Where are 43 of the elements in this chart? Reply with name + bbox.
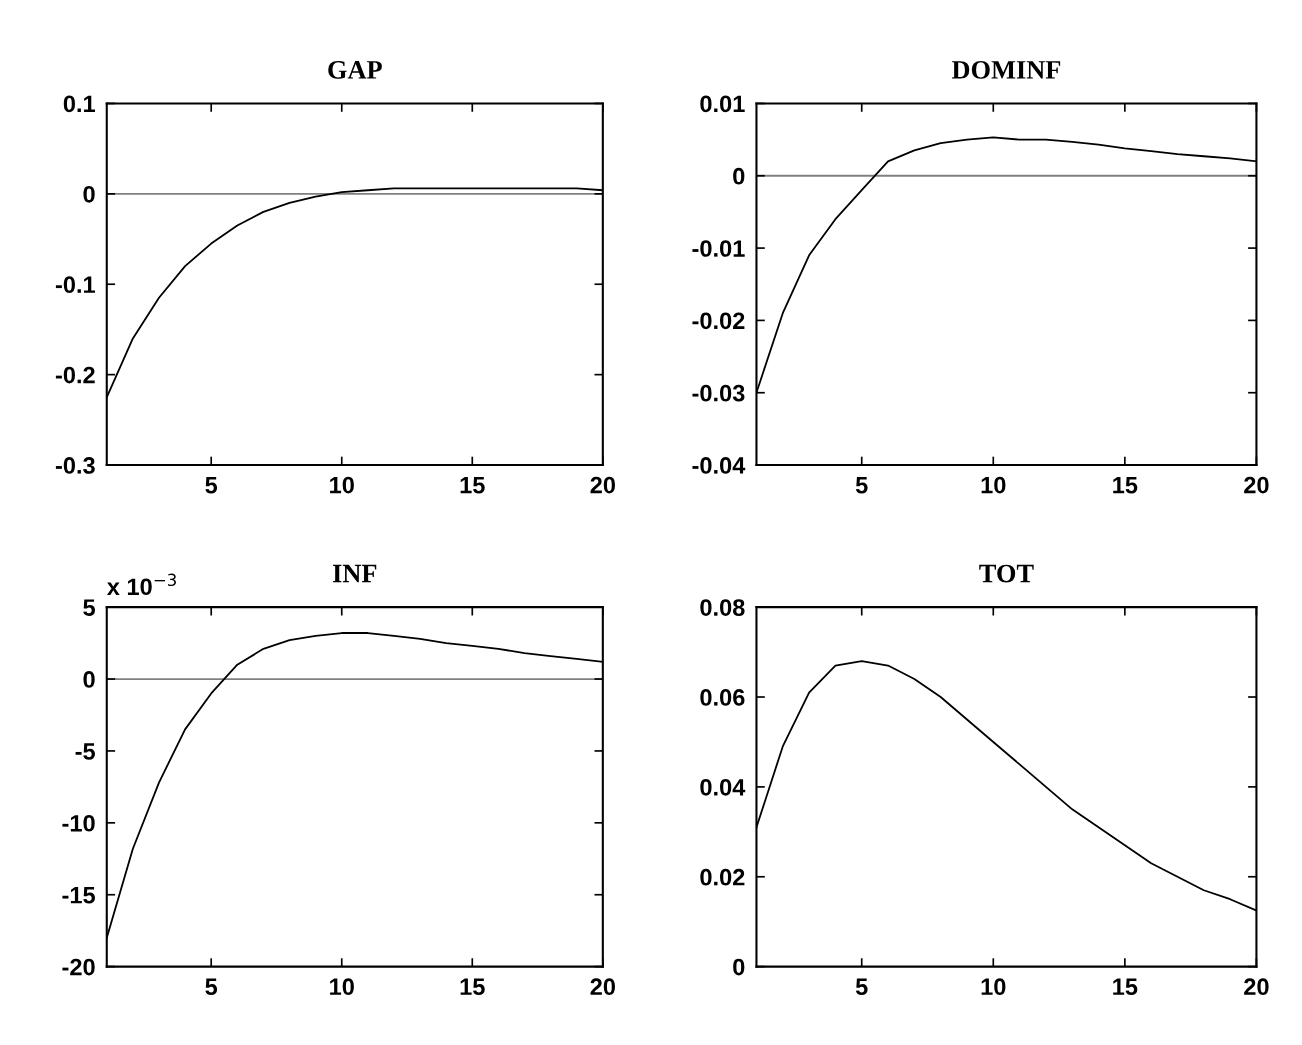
y-tick-label: -0.1 [55,276,95,294]
chart-title: GAP [328,60,382,79]
x-tick-label: 5 [855,978,868,996]
x-tick-label: 20 [590,476,615,494]
y-tick-label: -15 [62,887,95,904]
x-tick-label: 20 [590,978,615,996]
y-tick-label: 0.1 [63,95,95,113]
x-tick-label: 20 [1244,476,1269,494]
y-tick-label: 0 [733,167,745,185]
x-tick-label: 5 [205,978,218,996]
x-tick-label: 10 [330,978,354,996]
x-tick-label: 20 [1244,978,1269,996]
x-tick-label: 10 [330,476,354,494]
y-tick-label: -10 [62,814,95,832]
chart-title: INF [332,564,377,583]
chart-title: DOMINF [951,60,1061,79]
y-tick-label: 5 [83,599,95,616]
x-tick-label: 10 [981,978,1006,996]
y-tick-label: -0.01 [692,240,745,257]
y-tick-label: 0.08 [700,599,745,616]
chart-title: TOT [979,564,1034,583]
x-tick-label: 15 [1113,978,1138,996]
x-tick-label: 10 [981,476,1006,494]
y-tick-label: -0.04 [692,457,746,474]
y-tick-label: 0 [83,671,95,688]
y-tick-label: -20 [62,958,95,976]
y-tick-label: 0.01 [700,95,745,113]
x-tick-label: 15 [1113,477,1138,494]
x-tick-label: 15 [460,978,485,996]
x-tick-label: 5 [205,477,218,494]
y-tick-label: 0 [733,958,745,976]
y-tick-label: 0.04 [700,778,746,796]
y-tick-label: -5 [75,743,95,760]
y-tick-label: 0.02 [700,868,745,886]
y-tick-label: -0.2 [55,366,95,384]
y-tick-label: 0 [83,185,95,203]
x-tick-label: 5 [855,477,868,494]
y-tick-label: -0.3 [55,457,95,474]
y-tick-label: 0.06 [700,689,745,706]
text: x 10$^{−3}$ [106,573,176,596]
x-tick-label: 15 [460,477,485,494]
y-tick-label: -0.02 [692,312,745,330]
y-tick-label: -0.03 [692,384,745,402]
